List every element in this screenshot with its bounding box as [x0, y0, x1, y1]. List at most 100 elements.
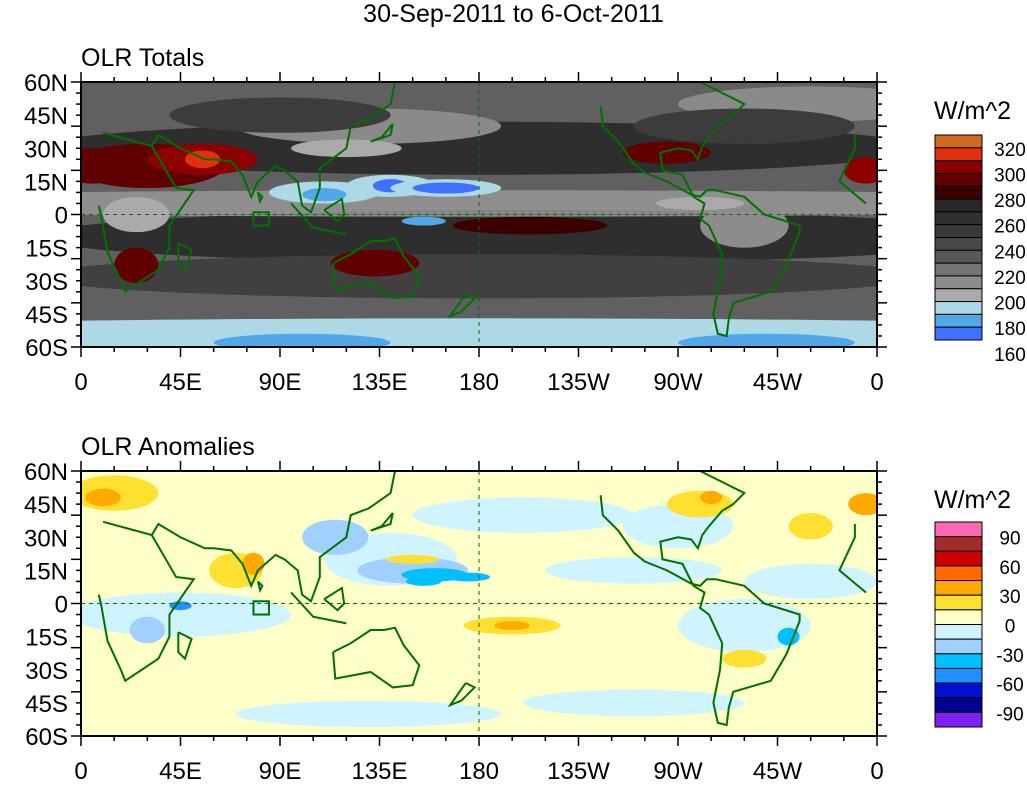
- colorbar-box: [934, 580, 983, 596]
- coastline: [290, 591, 347, 625]
- colorbar-box: [934, 653, 983, 669]
- coastline: [290, 202, 347, 236]
- colorbar-label: -30: [996, 646, 1023, 667]
- x-tick-label: 90W: [653, 369, 703, 396]
- x-tick-label: 45W: [753, 758, 803, 785]
- contour-region: [169, 97, 391, 133]
- colorbar-box: [934, 160, 983, 174]
- y-tick-label: 60N: [24, 459, 68, 486]
- x-tick-label: 45E: [159, 758, 202, 785]
- y-tick-label: 15S: [25, 236, 68, 263]
- y-tick-label: 60S: [25, 335, 68, 362]
- colorbar-box: [934, 667, 983, 684]
- colorbar-box: [934, 134, 983, 149]
- colorbar-box: [934, 697, 983, 713]
- x-tick-label: 90E: [259, 369, 302, 396]
- contour-region: [406, 577, 442, 586]
- y-tick-label: 0: [55, 203, 68, 230]
- x-tick-label: 45W: [753, 369, 803, 396]
- contour-region: [700, 203, 789, 248]
- contour-region: [302, 188, 347, 202]
- contour-region: [722, 649, 767, 668]
- contour-region: [302, 519, 369, 555]
- contour-region: [445, 572, 491, 582]
- y-tick-label: 60S: [25, 724, 68, 751]
- totals-units-label: W/m^2: [934, 97, 1012, 125]
- contour-region: [412, 182, 480, 194]
- y-tick-label: 30S: [25, 658, 68, 685]
- colorbar-box: [934, 172, 983, 187]
- coastline: [599, 82, 801, 338]
- contour-region: [386, 554, 440, 564]
- coastline: [150, 82, 396, 214]
- colorbar-box: [934, 682, 983, 699]
- contour-region: [545, 557, 723, 584]
- colorbar-label: 160: [994, 345, 1026, 366]
- x-tick-label: 0: [74, 758, 87, 785]
- contour-region: [777, 627, 800, 646]
- colorbar-label: 30: [999, 587, 1020, 608]
- figure-title: 30-Sep-2011 to 6-Oct-2011: [363, 0, 664, 28]
- colorbar-box: [934, 326, 983, 341]
- colorbar-box: [934, 711, 983, 728]
- contour-region: [744, 563, 877, 600]
- coastline: [447, 682, 477, 708]
- anomalies-units-label: W/m^2: [934, 486, 1012, 514]
- colorbar-box: [934, 288, 983, 303]
- contour-region: [494, 621, 530, 630]
- contour-region: [523, 689, 745, 717]
- contour-region: [843, 157, 877, 184]
- y-tick-label: 45S: [25, 302, 68, 329]
- y-tick-label: 30N: [24, 136, 68, 163]
- colorbar-box: [934, 313, 983, 328]
- colorbar-label: 220: [994, 268, 1026, 289]
- contour-region: [622, 141, 712, 164]
- contour-region: [655, 196, 745, 211]
- colorbar-label: -60: [996, 675, 1023, 696]
- colorbar-label: 60: [999, 558, 1020, 579]
- coastline: [370, 512, 394, 532]
- region-box: [252, 211, 270, 227]
- colorbar-box: [934, 224, 983, 238]
- colorbar-box: [934, 609, 983, 625]
- colorbar-box: [934, 301, 983, 315]
- x-tick-label: 90E: [259, 758, 302, 785]
- y-tick-label: 60N: [24, 70, 68, 97]
- coastline: [256, 580, 264, 594]
- contour-region: [678, 599, 811, 653]
- x-tick-label: 135W: [547, 369, 610, 396]
- coastline: [323, 586, 346, 612]
- contour-region: [330, 249, 420, 277]
- y-tick-label: 30N: [24, 525, 68, 552]
- x-tick-label: 0: [74, 369, 87, 396]
- colorbar-label: 200: [994, 294, 1026, 315]
- contour-region: [129, 616, 166, 644]
- x-tick-label: 45E: [159, 369, 202, 396]
- colorbar-box: [934, 211, 983, 226]
- x-tick-label: 90W: [653, 758, 703, 785]
- contour-region: [401, 216, 446, 226]
- colorbar-box: [934, 275, 983, 290]
- x-tick-label: 135E: [351, 758, 407, 785]
- colorbar-box: [934, 594, 983, 611]
- colorbar-box: [934, 521, 983, 538]
- coastline: [150, 471, 396, 603]
- coastline: [332, 237, 421, 300]
- contour-region: [114, 247, 159, 283]
- colorbar-label: 180: [994, 319, 1026, 340]
- coastline: [97, 520, 867, 683]
- x-tick-label: 135W: [547, 758, 610, 785]
- colorbar-box: [934, 565, 983, 582]
- coastline: [323, 197, 346, 223]
- x-tick-label: 180: [459, 369, 499, 396]
- contour-region: [85, 488, 121, 507]
- colorbar-box: [934, 237, 983, 251]
- colorbar-box: [934, 185, 983, 200]
- x-tick-label: 0: [870, 369, 883, 396]
- x-tick-label: 180: [459, 758, 499, 785]
- colorbar-box: [934, 262, 983, 277]
- colorbar-box: [934, 147, 983, 162]
- totals-map: 0 45E 90E 135E 180 135W 90W 45W 0 60N 45N 30N 15N 0 15…: [24, 70, 1026, 396]
- anomalies-map: 0 45E 90E 135E 180 135W 90W 45W 0 60N 45N 30N 15N 0 15…: [24, 459, 1024, 785]
